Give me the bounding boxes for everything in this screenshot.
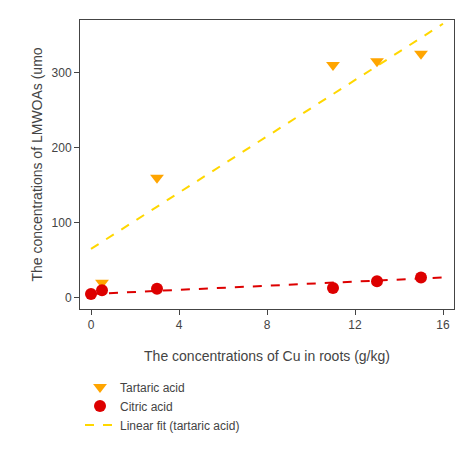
svg-text:0: 0	[65, 291, 72, 305]
svg-text:The concentrations of Cu in ro: The concentrations of Cu in roots (g/kg)	[144, 348, 390, 364]
svg-text:0: 0	[88, 318, 95, 332]
svg-text:Tartaric acid: Tartaric acid	[120, 381, 185, 395]
svg-text:8: 8	[264, 318, 271, 332]
svg-text:300: 300	[52, 66, 72, 80]
svg-text:12: 12	[348, 318, 362, 332]
svg-text:Linear fit (tartaric acid): Linear fit (tartaric acid)	[120, 419, 239, 433]
svg-text:Citric acid: Citric acid	[120, 400, 173, 414]
svg-text:200: 200	[52, 141, 72, 155]
svg-text:16: 16	[436, 318, 450, 332]
svg-text:4: 4	[176, 318, 183, 332]
svg-text:The concentrations of LMWOAs (: The concentrations of LMWOAs (umo	[29, 47, 45, 281]
svg-text:100: 100	[52, 216, 72, 230]
